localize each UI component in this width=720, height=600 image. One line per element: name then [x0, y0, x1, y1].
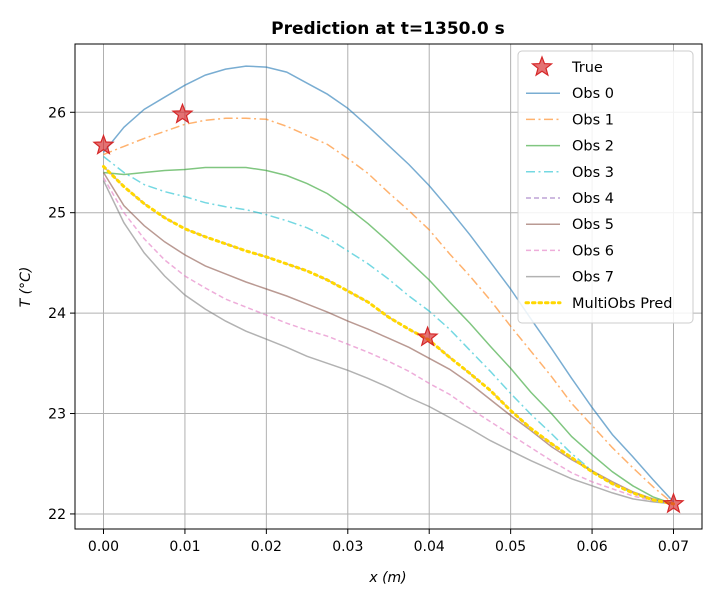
legend-label: MultiObs Pred [572, 296, 672, 312]
x-tick-label: 0.07 [658, 539, 689, 555]
legend-marker-true [530, 55, 554, 77]
true-point-marker [662, 492, 685, 514]
legend-label: Obs 2 [572, 139, 614, 155]
y-tick-label: 26 [48, 105, 66, 121]
x-tick-label: 0.00 [88, 539, 119, 555]
true-point-marker [171, 102, 194, 124]
legend-label: Obs 6 [572, 243, 614, 259]
y-axis-label: T (°C) [18, 267, 34, 308]
legend-label: True [571, 60, 603, 76]
series-line-8 [102, 165, 675, 506]
series-lines [102, 65, 675, 506]
y-tick-label: 24 [48, 306, 66, 322]
series-line-1 [103, 117, 674, 505]
legend-label: Obs 1 [572, 112, 614, 128]
legend-label: Obs 0 [572, 86, 614, 102]
y-tick-label: 25 [48, 206, 66, 222]
x-axis-ticks: 0.00 0.01 0.02 0.03 0.04 0.05 0.06 0.07 [88, 529, 689, 555]
legend-label: Obs 7 [572, 270, 614, 286]
x-axis-label: x (m) [368, 570, 406, 586]
x-tick-label: 0.06 [576, 539, 607, 555]
series-line-6 [102, 177, 674, 505]
legend: True Obs 0 Obs 1 Obs 2 Obs 3 Obs 4 Obs 5 Obs 6 O… [517, 50, 694, 324]
legend-label: Obs 5 [572, 217, 614, 233]
y-tick-label: 22 [48, 507, 66, 523]
series-line-0 [102, 65, 675, 503]
y-tick-label: 23 [48, 407, 66, 423]
chart-title: Prediction at t=1350.0 s [271, 19, 505, 39]
y-axis-ticks: 22 23 24 25 26 [48, 105, 75, 523]
series-line-7 [102, 180, 674, 505]
x-tick-label: 0.02 [251, 539, 282, 555]
legend-box [517, 50, 694, 324]
plot-frame [74, 43, 703, 530]
x-tick-label: 0.05 [495, 539, 526, 555]
true-point-marker [92, 133, 115, 155]
x-tick-label: 0.01 [169, 539, 200, 555]
x-tick-label: 0.04 [414, 539, 445, 555]
true-markers [92, 102, 685, 514]
x-tick-label: 0.03 [332, 539, 363, 555]
legend-label: Obs 4 [572, 191, 614, 207]
series-line-3 [103, 155, 674, 505]
true-point-marker [416, 325, 439, 347]
series-line-2 [103, 166, 674, 505]
legend-label: Obs 3 [572, 165, 614, 181]
